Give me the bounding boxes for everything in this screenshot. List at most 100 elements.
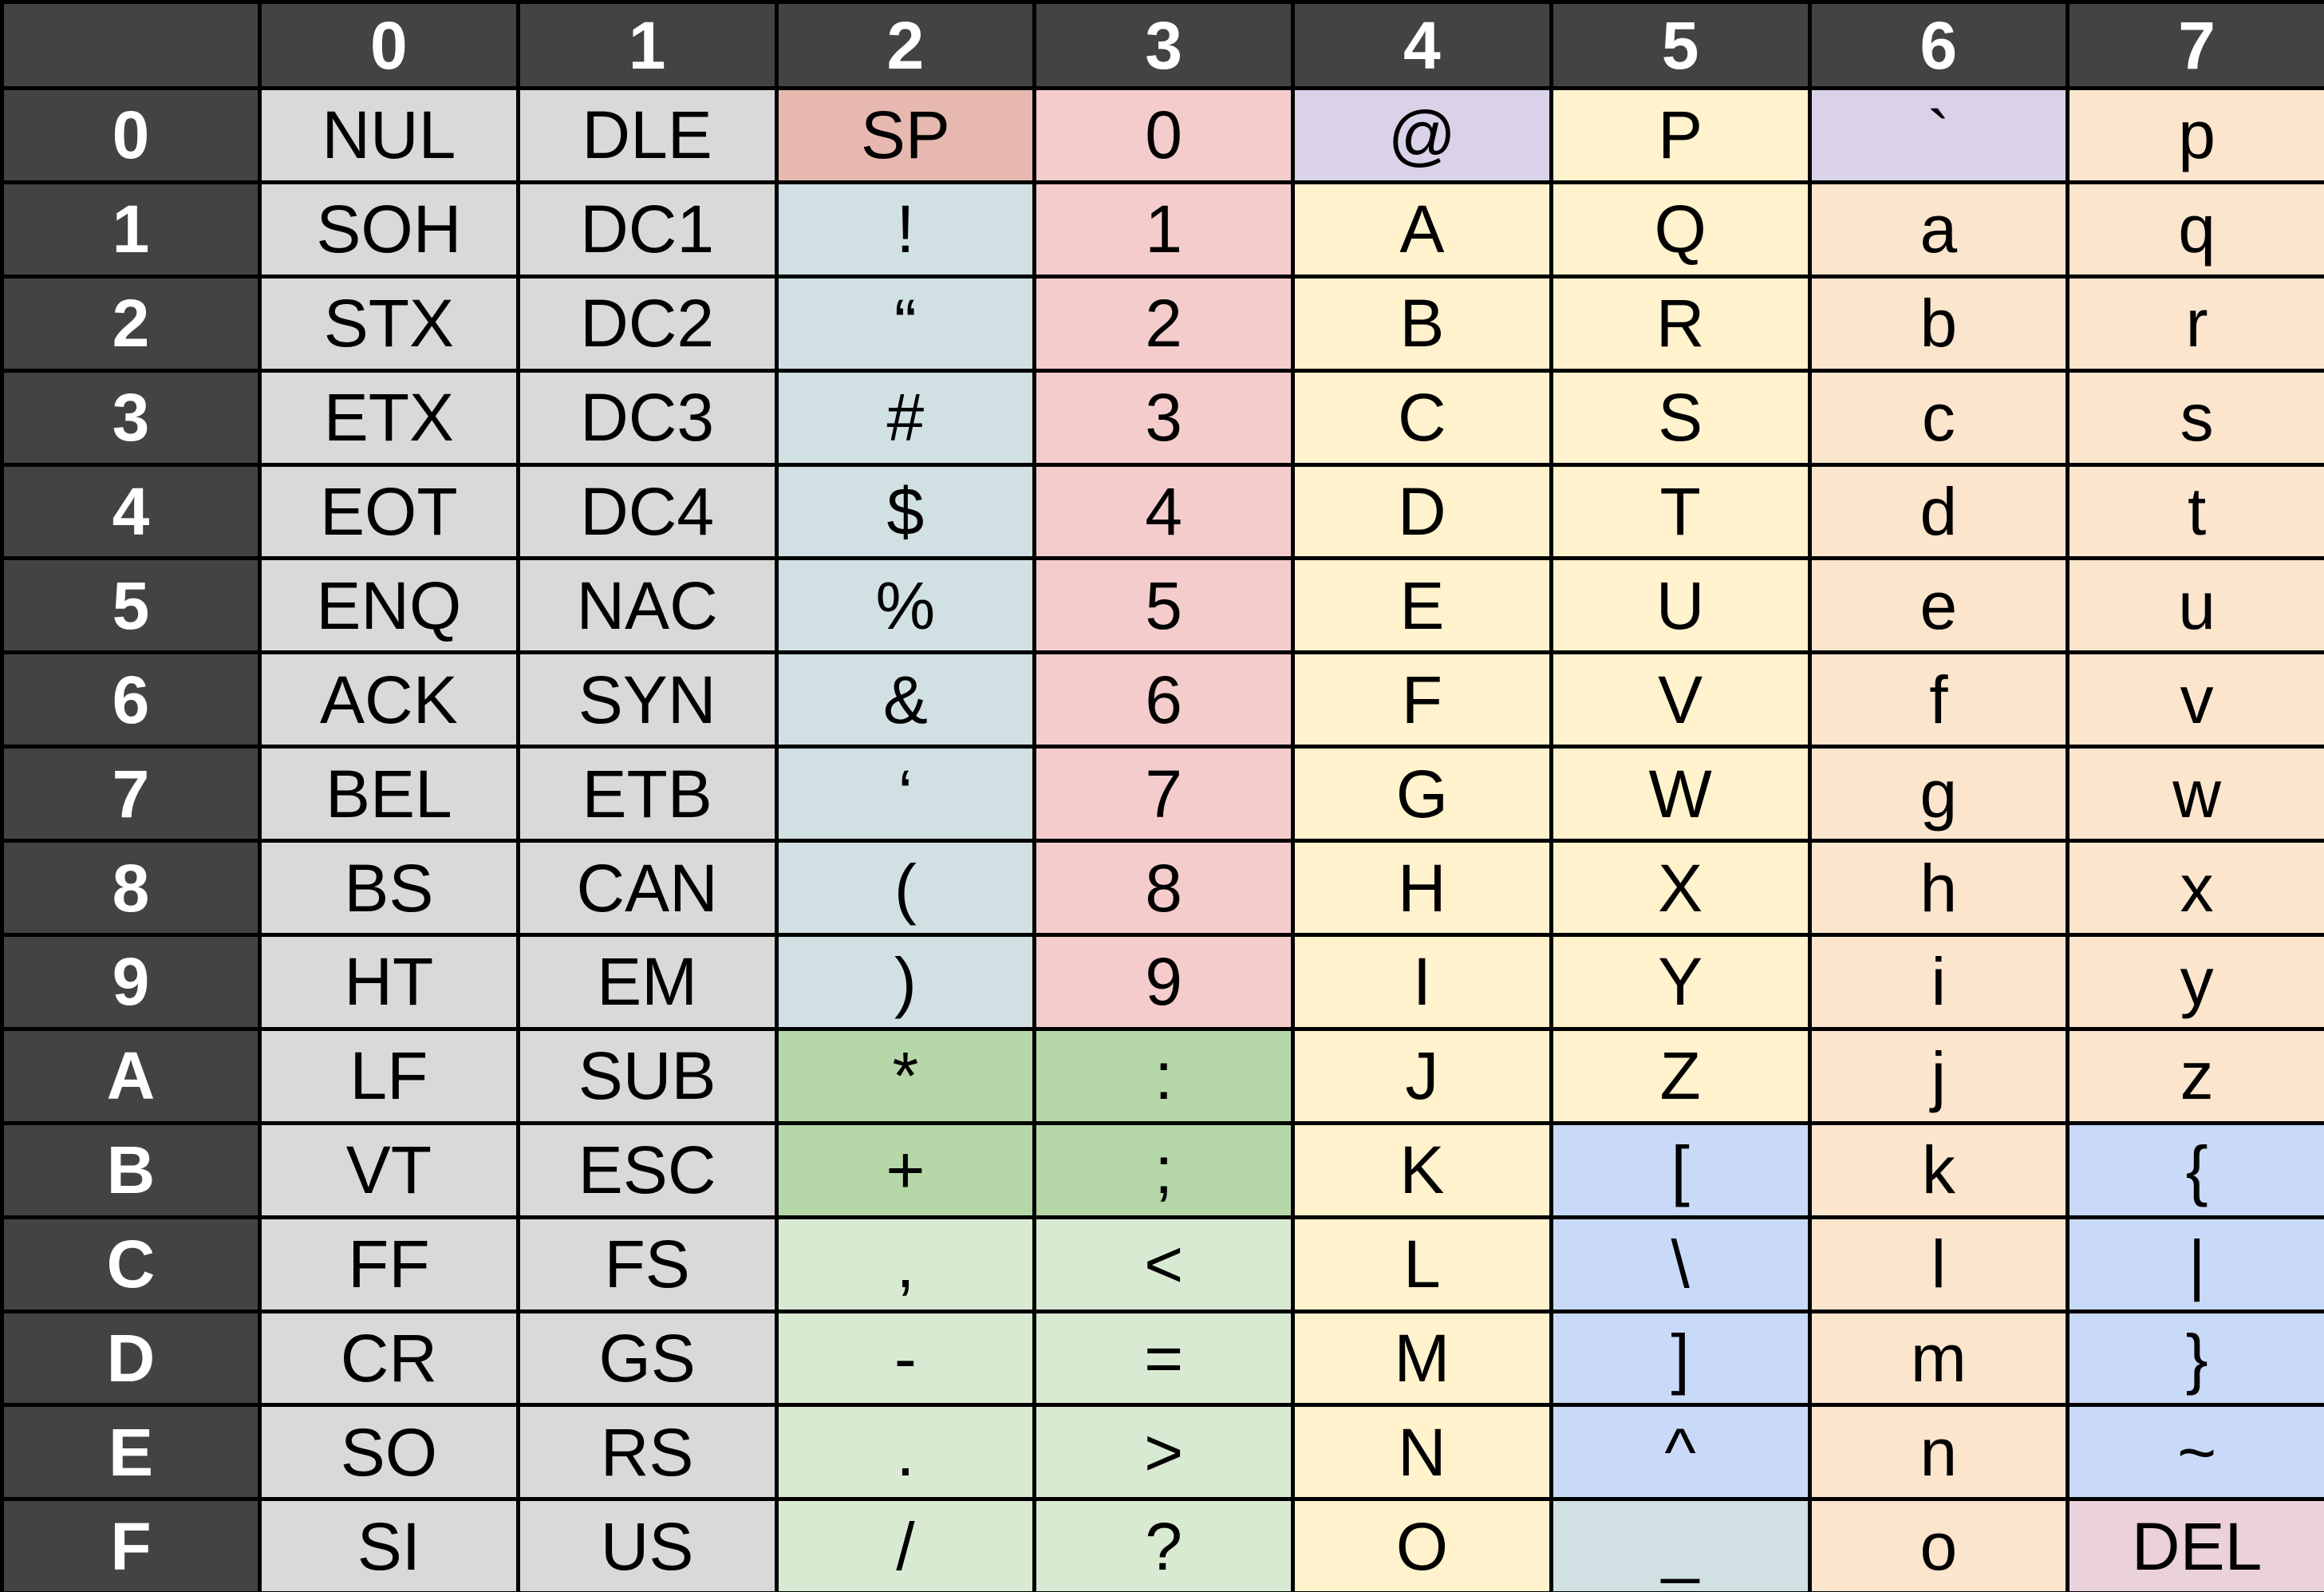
char-cell: 5 <box>1032 556 1295 655</box>
char-cell: C <box>1291 368 1553 467</box>
row-header-B: B <box>0 1120 262 1219</box>
row-header-D: D <box>0 1309 262 1408</box>
char-cell: o <box>1807 1497 2070 1592</box>
char-cell: b <box>1807 274 2070 373</box>
row-header-5: 5 <box>0 556 262 655</box>
char-cell: 0 <box>1032 86 1295 184</box>
row-header-1: 1 <box>0 180 262 279</box>
corner-cell <box>0 0 262 90</box>
char-cell: DC3 <box>515 368 779 467</box>
row-header-6: 6 <box>0 650 262 749</box>
char-cell: U <box>1549 556 1812 655</box>
char-cell: DC2 <box>515 274 779 373</box>
char-cell: FS <box>515 1215 779 1313</box>
char-cell: CR <box>258 1309 520 1408</box>
char-cell: ENQ <box>258 556 520 655</box>
table-row: C FF FS, < L \ l | <box>0 1215 2324 1313</box>
column-header-7: 7 <box>2066 0 2324 90</box>
char-cell: ETB <box>515 745 779 843</box>
char-cell: ? <box>1032 1497 1295 1592</box>
char-cell: K <box>1291 1120 1553 1219</box>
row-header-E: E <box>0 1403 262 1502</box>
char-cell: VT <box>258 1120 520 1219</box>
char-cell: \ <box>1549 1215 1812 1313</box>
char-cell: H <box>1291 839 1553 938</box>
char-cell: 3 <box>1032 368 1295 467</box>
char-cell: SO <box>258 1403 520 1502</box>
char-cell: ‘ <box>774 745 1037 843</box>
char-cell: RS <box>515 1403 779 1502</box>
column-header-5: 5 <box>1549 0 1812 90</box>
char-cell: S <box>1549 368 1812 467</box>
char-cell: < <box>1032 1215 1295 1313</box>
char-cell: x <box>2066 839 2324 938</box>
char-cell: J <box>1291 1026 1553 1125</box>
char-cell: ` <box>1807 86 2070 184</box>
char-cell: P <box>1549 86 1812 184</box>
char-cell: ETX <box>258 368 520 467</box>
char-cell: DLE <box>515 86 779 184</box>
row-header-3: 3 <box>0 368 262 467</box>
char-cell: ( <box>774 839 1037 938</box>
char-cell: ACK <box>258 650 520 749</box>
char-cell: ^ <box>1549 1403 1812 1502</box>
char-cell: k <box>1807 1120 2070 1219</box>
char-cell: SYN <box>515 650 779 749</box>
char-cell: ~ <box>2066 1403 2324 1502</box>
char-cell: ! <box>774 180 1037 279</box>
char-cell: > <box>1032 1403 1295 1502</box>
char-cell: / <box>774 1497 1037 1592</box>
char-cell: e <box>1807 556 2070 655</box>
char-cell: ) <box>774 933 1037 1031</box>
row-header-4: 4 <box>0 462 262 561</box>
char-cell: “ <box>774 274 1037 373</box>
char-cell: # <box>774 368 1037 467</box>
char-cell: $ <box>774 462 1037 561</box>
char-cell: m <box>1807 1309 2070 1408</box>
char-cell: NAC <box>515 556 779 655</box>
char-cell: B <box>1291 274 1553 373</box>
column-header-4: 4 <box>1291 0 1553 90</box>
char-cell: ESC <box>515 1120 779 1219</box>
char-cell: s <box>2066 368 2324 467</box>
char-cell: u <box>2066 556 2324 655</box>
char-cell: ; <box>1032 1120 1295 1219</box>
char-cell: l <box>1807 1215 2070 1313</box>
char-cell: * <box>774 1026 1037 1125</box>
row-header-7: 7 <box>0 745 262 843</box>
char-cell: US <box>515 1497 779 1592</box>
column-header-2: 2 <box>774 0 1037 90</box>
row-header-2: 2 <box>0 274 262 373</box>
row-header-C: C <box>0 1215 262 1313</box>
char-cell: i <box>1807 933 2070 1031</box>
char-cell: FF <box>258 1215 520 1313</box>
char-cell: . <box>774 1403 1037 1502</box>
char-cell: { <box>2066 1120 2324 1219</box>
row-header-0: 0 <box>0 86 262 184</box>
char-cell: 1 <box>1032 180 1295 279</box>
char-cell: w <box>2066 745 2324 843</box>
char-cell: h <box>1807 839 2070 938</box>
char-cell: DC4 <box>515 462 779 561</box>
char-cell: 7 <box>1032 745 1295 843</box>
char-cell: 8 <box>1032 839 1295 938</box>
char-cell: ] <box>1549 1309 1812 1408</box>
char-cell: : <box>1032 1026 1295 1125</box>
column-header-0: 0 <box>258 0 520 90</box>
char-cell: STX <box>258 274 520 373</box>
char-cell: z <box>2066 1026 2324 1125</box>
char-cell: & <box>774 650 1037 749</box>
char-cell: f <box>1807 650 2070 749</box>
char-cell: Y <box>1549 933 1812 1031</box>
char-cell: X <box>1549 839 1812 938</box>
column-header-6: 6 <box>1807 0 2070 90</box>
table-row: B VT ESC +; K[k{ <box>0 1120 2324 1219</box>
char-cell: G <box>1291 745 1553 843</box>
table-row: E SO RS. > N ^ n ~ <box>0 1403 2324 1502</box>
char-cell: - <box>774 1309 1037 1408</box>
